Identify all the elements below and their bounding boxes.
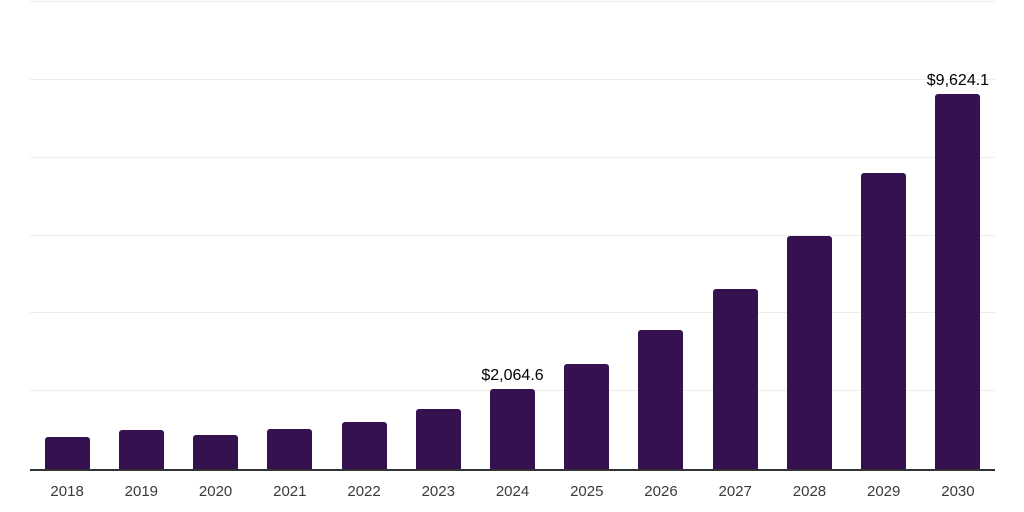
bar-2024 bbox=[490, 388, 536, 469]
x-tick-2021: 2021 bbox=[273, 483, 307, 500]
bar-slot-2030: $9,624.1 bbox=[921, 2, 995, 469]
bar-2023 bbox=[415, 409, 461, 469]
bar-slot-2025 bbox=[550, 2, 624, 469]
bar-2027 bbox=[712, 289, 758, 469]
bar-2026 bbox=[638, 330, 684, 469]
x-axis-tick-labels: 2018 2019 2020 2021 2022 2023 2024 2025 2026 2027… bbox=[30, 483, 995, 501]
bar-slot-2019 bbox=[104, 2, 178, 469]
bar-series: $2,064.6 $9,624.1 bbox=[30, 2, 995, 469]
bar-2019 bbox=[118, 429, 164, 469]
bar-slot-2018 bbox=[30, 2, 104, 469]
bar-2025 bbox=[564, 363, 610, 469]
x-tick-2018: 2018 bbox=[50, 483, 84, 500]
x-tick-2023: 2023 bbox=[421, 483, 455, 500]
x-tick-2027: 2027 bbox=[718, 483, 752, 500]
gridline-12000 bbox=[30, 1, 995, 2]
x-tick-2022: 2022 bbox=[347, 483, 381, 500]
bar-2020 bbox=[193, 435, 239, 469]
bar-value-label-2024: $2,064.6 bbox=[481, 366, 544, 384]
bar-slot-2029 bbox=[847, 2, 921, 469]
bar-2029 bbox=[861, 172, 907, 469]
x-tick-2029: 2029 bbox=[867, 483, 901, 500]
x-axis-line bbox=[30, 469, 995, 471]
gridline-8000 bbox=[30, 156, 995, 158]
bar-2018 bbox=[44, 436, 90, 469]
gridline-4000 bbox=[30, 312, 995, 314]
bar-slot-2024: $2,064.6 bbox=[475, 2, 549, 469]
bar-2028 bbox=[786, 236, 832, 469]
bar-2021 bbox=[267, 428, 313, 469]
x-tick-2019: 2019 bbox=[124, 483, 159, 500]
x-tick-2025: 2025 bbox=[570, 483, 604, 500]
bar-slot-2020 bbox=[178, 2, 252, 469]
bar-slot-2027 bbox=[698, 2, 772, 469]
x-tick-2024: 2024 bbox=[495, 483, 530, 500]
bar-slot-2021 bbox=[253, 2, 327, 469]
bar-2030 bbox=[935, 94, 981, 469]
x-tick-2030: 2030 bbox=[941, 483, 975, 500]
bar-slot-2023 bbox=[401, 2, 475, 469]
gridline-10000 bbox=[30, 78, 995, 80]
bar-value-label-2030: $9,624.1 bbox=[926, 72, 990, 90]
plot-area: $2,064.6 $9,624.1 bbox=[30, 1, 995, 471]
bar-slot-2022 bbox=[327, 2, 401, 469]
x-tick-2026: 2026 bbox=[644, 483, 678, 500]
gridline-6000 bbox=[30, 234, 995, 236]
bar-slot-2026 bbox=[624, 2, 698, 469]
x-tick-2020: 2020 bbox=[198, 483, 233, 500]
x-tick-2028: 2028 bbox=[792, 483, 827, 500]
bar-2022 bbox=[341, 422, 387, 469]
bar-slot-2028 bbox=[772, 2, 846, 469]
